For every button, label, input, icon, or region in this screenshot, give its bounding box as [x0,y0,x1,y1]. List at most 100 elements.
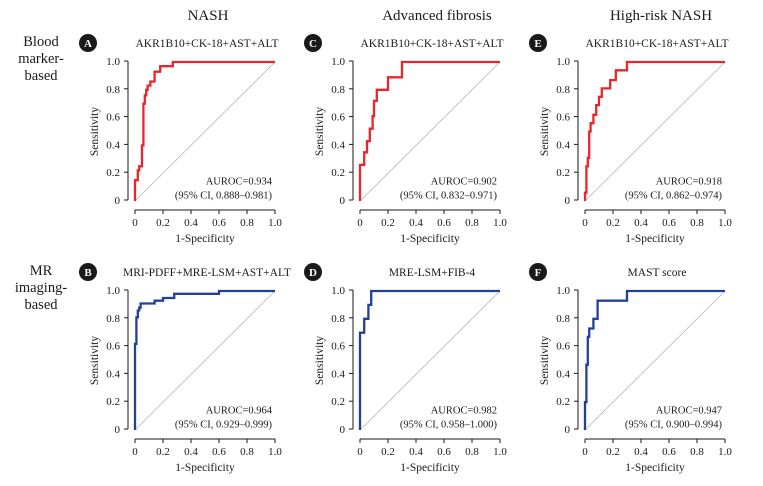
x-tick-label: 0.4 [409,217,423,229]
x-tick-label: 0.8 [240,217,254,229]
panel-title: MRI-PDFF+MRE-LSM+AST+ALT [123,267,291,279]
x-tick-label: 0.2 [606,217,620,229]
panel-title: AKR1B10+CK-18+AST+ALT [136,38,279,50]
panel-badge [529,263,547,281]
roc-curve [133,289,275,430]
y-tick-label: 0.8 [106,313,120,325]
x-tick-label: 0.8 [465,446,479,458]
y-tick-label: 0.6 [106,341,120,353]
x-tick-label: 1.0 [718,446,732,458]
panel-title: AKR1B10+CK-18+AST+ALT [361,38,504,50]
row-label-line: based [24,68,58,84]
y-tick-label: 0.2 [331,167,345,179]
y-tick-label: 0 [115,195,121,207]
y-tick-label: 0.2 [331,396,345,408]
reference-diagonal [359,61,501,202]
y-tick-label: 0 [340,195,346,207]
x-tick-label: 0.6 [662,217,676,229]
column-title-high-risk-nash: High-risk NASH [609,8,713,24]
y-tick-label: 0.4 [106,368,120,380]
x-tick-label: 0.4 [634,217,648,229]
auroc-ci-label: (95% CI, 0.832–0.971) [400,190,498,201]
reference-diagonal [134,61,276,202]
x-axis-label: 1-Specificity [400,233,460,245]
reference-diagonal [359,290,501,431]
x-tick-label: 0.8 [690,446,704,458]
y-tick-label: 1.0 [106,285,120,297]
x-tick-label: 0.6 [212,446,226,458]
x-tick-label: 0.6 [437,217,451,229]
y-axis-label: Sensitivity [314,107,326,156]
x-tick-label: 1.0 [268,446,282,458]
panel-badge-letter: F [535,267,542,279]
y-tick-label: 0.8 [331,84,345,96]
x-tick-label: 0 [357,446,363,458]
panel-badge [79,34,97,52]
y-tick-label: 0.6 [556,341,570,353]
y-tick-label: 1.0 [331,56,345,68]
panel-badge-letter: D [309,267,317,279]
x-tick-label: 1.0 [493,217,507,229]
roc-panel-b: 0 0.2 0.4 0.6 0.8 1.0 0 0.2 0.4 0.6 0.8 1.0 1-Specif… [79,263,291,474]
roc-panel-f: 0 0.2 0.4 0.6 0.8 1.0 0 0.2 0.4 0.6 0.8 1.0 1-Specif… [529,263,732,474]
y-tick-label: 0 [565,195,571,207]
y-tick-label: 0.4 [106,139,120,151]
auroc-label: AUROC=0.934 [206,176,273,187]
roc-panel-c: 0 0.2 0.4 0.6 0.8 1.0 0 0.2 0.4 0.6 0.8 1.0 1-Specif… [304,34,507,245]
y-tick-label: 0.6 [106,112,120,124]
reference-diagonal [134,290,276,431]
row-label-line: Blood [23,34,59,50]
auroc-label: AUROC=0.982 [431,405,497,416]
auroc-ci-label: (95% CI, 0.888–0.981) [175,190,273,201]
reference-diagonal [584,290,726,431]
x-tick-label: 0.4 [634,446,648,458]
y-tick-label: 0.4 [331,368,345,380]
x-tick-label: 0.6 [437,446,451,458]
y-tick-label: 0.2 [556,167,570,179]
y-axis-label: Sensitivity [89,107,101,156]
roc-curve [133,60,275,201]
panel-badge [304,263,322,281]
auroc-ci-label: (95% CI, 0.929–0.999) [175,419,273,430]
x-tick-label: 0.6 [662,446,676,458]
y-tick-label: 0.8 [331,313,345,325]
roc-curve [583,60,725,201]
y-tick-label: 0.6 [331,341,345,353]
roc-panel-d: 0 0.2 0.4 0.6 0.8 1.0 0 0.2 0.4 0.6 0.8 1.0 1-Specif… [304,263,507,474]
reference-diagonal [584,61,726,202]
x-tick-label: 0.8 [465,217,479,229]
roc-curve [358,289,500,430]
roc-panel-a: 0 0.2 0.4 0.6 0.8 1.0 0 0.2 0.4 0.6 0.8 1.0 1-Specif… [79,34,282,245]
y-tick-label: 1.0 [556,285,570,297]
auroc-ci-label: (95% CI, 0.900–0.994) [625,419,723,430]
x-tick-label: 0.2 [381,446,395,458]
auroc-label: AUROC=0.902 [431,176,497,187]
y-tick-label: 0.4 [556,368,570,380]
column-title-advanced-fibrosis: Advanced fibrosis [382,8,492,24]
x-tick-label: 0 [582,217,588,229]
x-tick-label: 1.0 [268,217,282,229]
x-tick-label: 0 [132,217,138,229]
y-tick-label: 1.0 [556,56,570,68]
panel-badge [529,34,547,52]
y-tick-label: 0 [340,424,346,436]
x-tick-label: 0.2 [156,217,170,229]
x-axis-label: 1-Specificity [175,462,235,474]
panel-badge-letter: C [309,38,317,50]
panel-badge-letter: E [534,38,541,50]
y-axis-label: Sensitivity [89,336,101,385]
x-tick-label: 0 [357,217,363,229]
x-axis-label: 1-Specificity [625,462,685,474]
y-tick-label: 0.2 [556,396,570,408]
x-axis-label: 1-Specificity [625,233,685,245]
row-label-blood-marker-based: Blood marker- based [6,34,76,85]
x-tick-label: 0.2 [606,446,620,458]
y-tick-label: 0.4 [331,139,345,151]
x-tick-label: 0.2 [381,217,395,229]
panel-badge [79,263,97,281]
row-label-line: imaging- [14,280,68,296]
y-tick-label: 1.0 [106,56,120,68]
panel-badge-letter: A [84,38,92,50]
